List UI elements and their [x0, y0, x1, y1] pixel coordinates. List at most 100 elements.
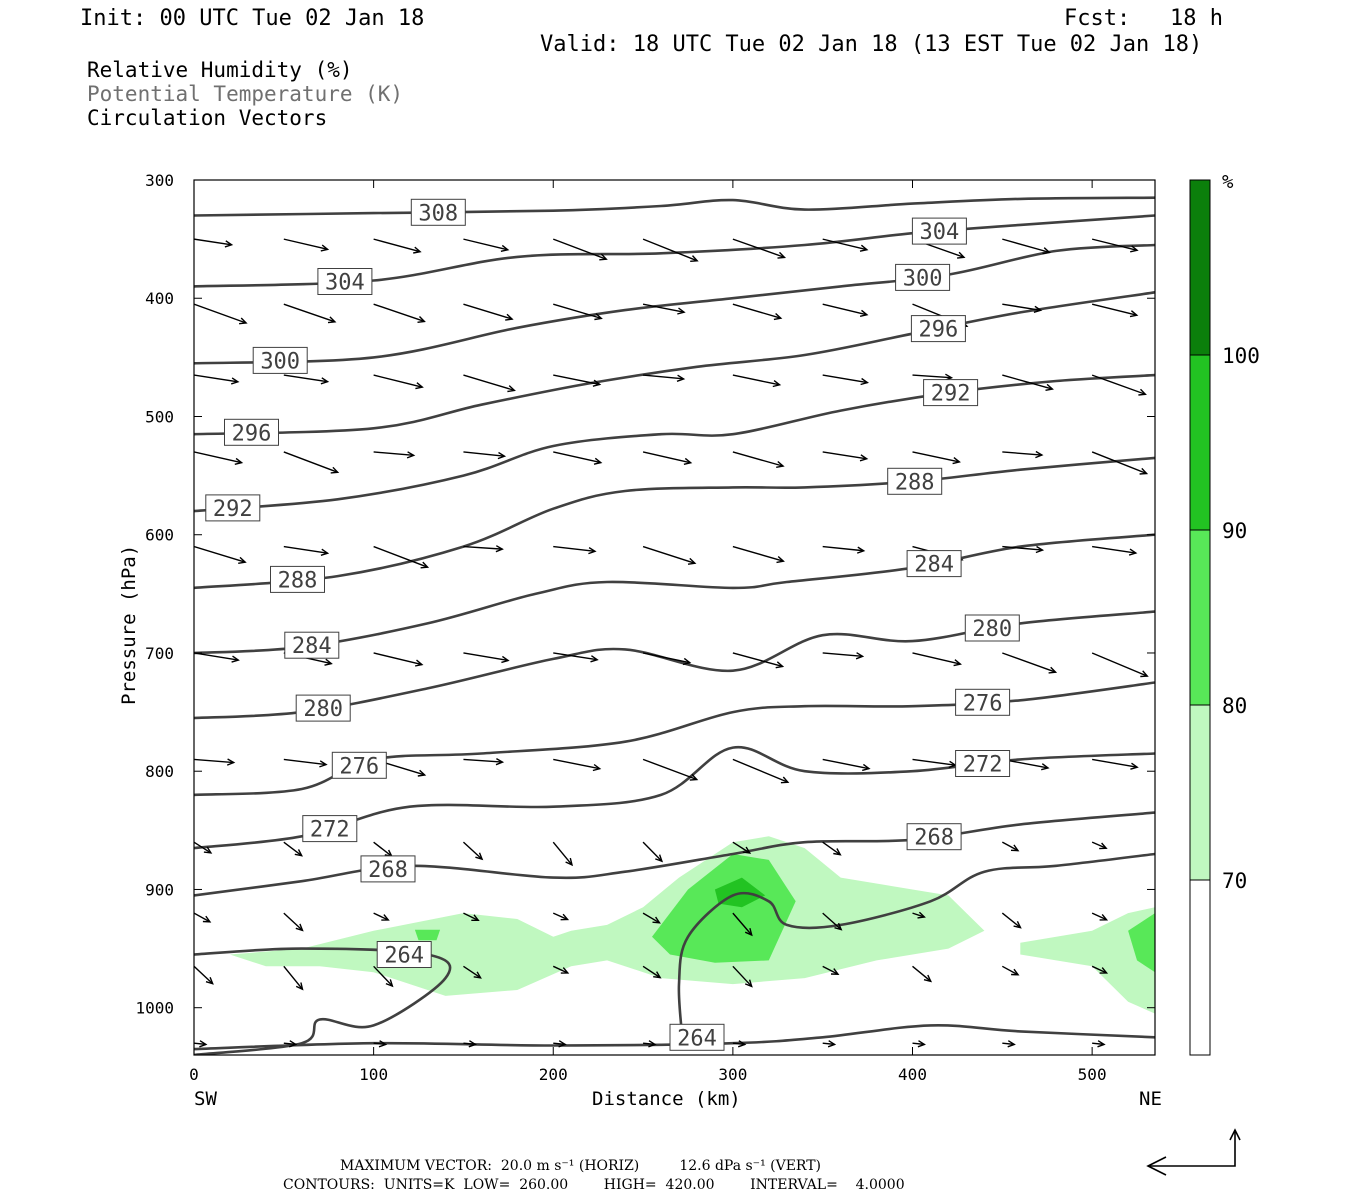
circulation-vector	[553, 545, 597, 555]
x-tick-label: 100	[359, 1065, 388, 1084]
circulation-vector	[373, 545, 430, 569]
theta-label-text: 304	[325, 271, 365, 296]
y-tick-label: 400	[145, 289, 174, 308]
circulation-vector	[822, 965, 840, 975]
circulation-vector	[642, 451, 693, 465]
y-tick-label: 300	[145, 171, 174, 190]
circulation-vector	[642, 912, 661, 924]
circulation-vector	[642, 238, 699, 262]
circulation-vector	[732, 841, 752, 854]
circulation-vector	[822, 545, 866, 554]
theta-label: 276	[331, 751, 387, 779]
theta-label-text: 276	[339, 754, 379, 779]
theta-contour	[194, 456, 1155, 590]
circulation-vector	[553, 374, 602, 387]
legend-theta: Potential Temperature (K)	[87, 82, 404, 106]
circulation-vector	[552, 912, 570, 921]
circulation-vector	[283, 374, 330, 385]
circulation-vector	[373, 303, 426, 323]
circulation-vector	[1002, 652, 1058, 674]
theta-label: 264	[669, 1023, 725, 1051]
circulation-vector	[822, 451, 869, 462]
colorbar-label: 90	[1222, 519, 1247, 543]
theta-label-text: 280	[972, 617, 1012, 642]
theta-label-text: 300	[260, 349, 300, 374]
circulation-vector	[643, 374, 686, 382]
circulation-vector	[822, 912, 843, 931]
forecast-hour: 18 h	[1170, 6, 1223, 31]
circulation-vector	[553, 451, 603, 465]
circulation-vector	[1091, 451, 1149, 475]
theta-label-text: 268	[368, 858, 408, 883]
circulation-vector	[642, 758, 699, 781]
circulation-vector	[194, 451, 244, 465]
x-tick-label: 300	[718, 1065, 747, 1084]
circulation-vector	[822, 758, 871, 772]
y-tick-label: 700	[145, 644, 174, 663]
x-tick-label: 200	[539, 1065, 568, 1084]
theta-label: 276	[955, 688, 1011, 716]
circulation-vector	[463, 965, 482, 979]
circulation-vector	[912, 911, 926, 919]
theta-label: 308	[410, 198, 466, 226]
circulation-vector	[463, 757, 505, 766]
circulation-vector	[283, 545, 330, 556]
circulation-vector	[1091, 238, 1139, 253]
theta-label: 264	[376, 941, 432, 969]
circulation-vector	[1002, 374, 1054, 391]
theta-label-text: 280	[303, 697, 343, 722]
theta-contour	[194, 243, 1155, 365]
circulation-vector	[462, 841, 484, 861]
circulation-vector	[194, 303, 248, 325]
theta-label: 280	[964, 614, 1020, 642]
y-tick-label: 600	[145, 526, 174, 545]
circulation-vector	[732, 545, 785, 564]
y-tick-label: 500	[145, 407, 174, 426]
circulation-vector	[1002, 303, 1043, 313]
theta-label: 280	[295, 694, 351, 722]
theta-contour	[194, 214, 1155, 288]
circulation-vector	[822, 238, 869, 252]
circulation-vector	[463, 1040, 477, 1048]
circulation-vector	[1092, 545, 1138, 556]
circulation-vector	[194, 965, 214, 985]
circulation-vector	[553, 238, 608, 261]
circulation-vector	[1002, 238, 1051, 255]
circulation-vector	[463, 545, 504, 553]
circulation-vector	[1002, 545, 1045, 554]
theta-label: 268	[906, 823, 962, 851]
footer-contours: CONTOURS: UNITS=K LOW= 260.00 HIGH= 420.…	[283, 1177, 905, 1193]
circulation-vector	[373, 451, 416, 459]
circulation-vector	[194, 238, 234, 248]
legend-vectors: Circulation Vectors	[87, 106, 328, 130]
theta-label: 268	[360, 855, 416, 883]
theta-contour	[194, 291, 1155, 436]
circulation-vector	[642, 1040, 657, 1048]
theta-contour	[194, 533, 1155, 655]
circulation-vector	[373, 652, 424, 667]
y-axis-title: Pressure (hPa)	[118, 545, 140, 705]
legend-rh: Relative Humidity (%)	[87, 58, 353, 82]
theta-label: 284	[284, 631, 340, 659]
theta-label-text: 296	[919, 318, 959, 343]
theta-label: 304	[911, 217, 967, 245]
circulation-vector	[822, 374, 870, 386]
circulation-vector	[1091, 374, 1147, 396]
circulation-vector	[912, 451, 961, 465]
rh-region-70-80	[1020, 907, 1155, 1014]
circulation-vector	[732, 1040, 747, 1048]
circulation-vector	[642, 303, 686, 315]
circulation-vector	[463, 912, 480, 921]
circulation-vector	[283, 451, 340, 474]
circulation-vector	[912, 965, 933, 983]
circulation-vector	[822, 1040, 837, 1048]
circulation-vector	[912, 1040, 926, 1048]
theta-label: 296	[910, 315, 966, 343]
rh-region-70-80	[229, 836, 985, 996]
theta-label: 296	[224, 418, 279, 446]
theta-contour	[194, 811, 1155, 897]
circulation-vector	[912, 758, 957, 769]
theta-label-text: 264	[677, 1026, 717, 1051]
x-tick-label: 0	[189, 1065, 199, 1084]
theta-label-text: 288	[278, 568, 318, 593]
